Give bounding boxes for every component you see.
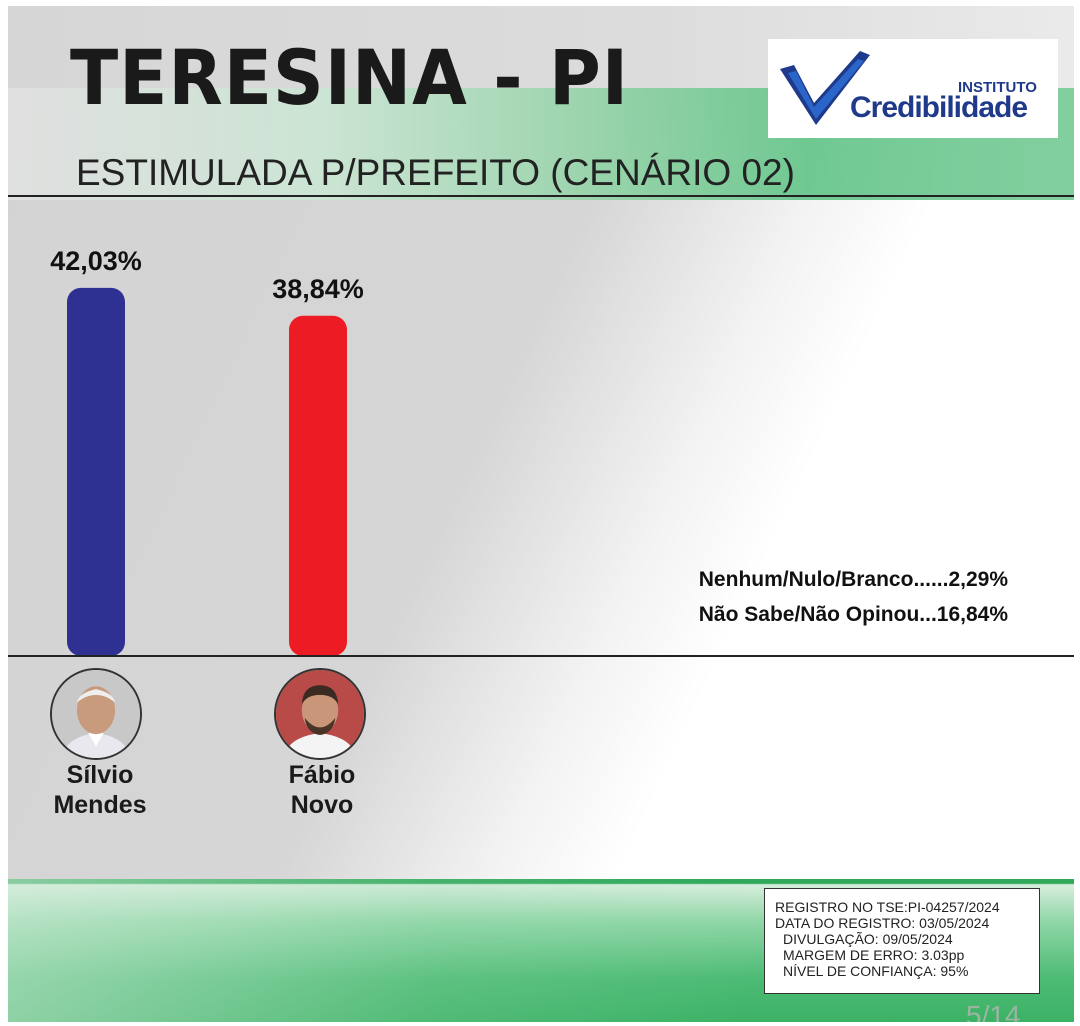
person-photo-icon [276,670,364,758]
institute-logo: INSTITUTO Credibilidade [768,39,1058,138]
header-divider [8,195,1074,197]
person-photo-icon [52,670,140,758]
bar-chart: 42,03% 38,84% [50,246,364,656]
bar-1 [289,315,347,656]
confidence-level: NÍVEL DE CONFIANÇA: 95% [783,963,969,979]
registration-date: DATA DO REGISTRO: 03/05/2024 [775,915,990,931]
bar-0 [67,287,125,656]
logo-big-text: Credibilidade [850,91,1028,124]
candidate-first-name: Sílvio [66,761,134,789]
chart-subtitle: ESTIMULADA P/PREFEITO (CENÁRIO 02) [76,152,795,193]
candidate-last-name: Mendes [53,791,147,819]
page-title: TERESINA - PI [70,33,630,122]
candidate-last-name: Novo [290,791,354,819]
logo-small-text: INSTITUTO [958,79,1037,96]
avatar-silvio-mendes [50,668,142,760]
chart-baseline [8,655,1074,657]
other-responses: Nenhum/Nulo/Branco......2,29% Não Sabe/N… [568,562,1008,632]
release-date: DIVULGAÇÃO: 09/05/2024 [783,931,953,947]
poll-card: TERESINA - PI ESTIMULADA P/PREFEITO (CEN… [8,6,1074,1022]
registration-number: REGISTRO NO TSE:PI-04257/2024 [775,899,1000,915]
avatar-fabio-novo [274,668,366,760]
candidate-name-silvio-mendes: Sílvio Mendes [20,760,180,820]
other-dont-know: Não Sabe/Não Opinou...16,84% [698,603,1008,626]
bar-value-label-0: 42,03% [50,246,142,276]
candidate-first-name: Fábio [288,761,356,789]
checkmark-logo-icon [780,51,870,125]
page-number: 5/14 [966,1000,1021,1022]
other-none-null-blank: Nenhum/Nulo/Branco......2,29% [698,568,1008,591]
candidate-name-fabio-novo: Fábio Novo [242,760,402,820]
registration-info-box: REGISTRO NO TSE:PI-04257/2024 DATA DO RE… [764,888,1040,994]
margin-of-error: MARGEM DE ERRO: 3.03pp [783,947,965,963]
bar-value-label-1: 38,84% [272,274,364,304]
